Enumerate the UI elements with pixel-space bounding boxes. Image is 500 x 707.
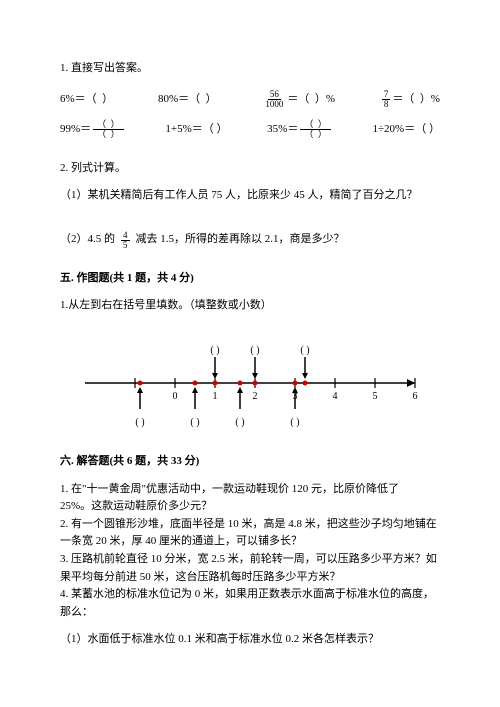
sec6-q3: 3. 压路机前轮直径 10 分米，宽 2.5 米，前轮转一周，可以压路多少平方米… [60, 551, 440, 586]
svg-text:( ): ( ) [290, 417, 299, 428]
sec6-q4: 4. 某蓄水池的标准水位记为 0 米，如果用正数表示水面高于标准水位的高度，那么… [60, 586, 440, 621]
q1r1d: 7 8 ＝（ ）% [380, 88, 440, 112]
q1-row2: 99%＝ （ ）（ ） 1+5%＝（ ） 35%＝ （ ）（ ） 1÷20%＝（… [60, 118, 440, 142]
svg-text:( ): ( ) [300, 345, 309, 356]
svg-text:2: 2 [253, 391, 258, 402]
q2-p2: （2）4.5 的 4 5 减去 1.5，所得的差再除以 2.1，商是多少？ [60, 231, 440, 250]
q1r2c: 35%＝ （ ）（ ） [267, 118, 333, 142]
q1r1b-post: ） [206, 91, 217, 109]
sec5-q: 1.从左到右在括号里填数。（填整数或小数） [60, 297, 440, 315]
svg-text:( ): ( ) [135, 417, 144, 428]
svg-text:5: 5 [373, 391, 378, 402]
sec6-heading: 六. 解答题(共 6 题，共 33 分) [60, 453, 440, 471]
svg-text:( ): ( ) [250, 345, 259, 356]
number-line-diagram: 0123456( )( )( )( )( )( )( ) [65, 323, 435, 433]
q2-p2b: 减去 1.5，所得的差再除以 2.1，商是多少？ [136, 231, 345, 249]
frac-4-5: 4 5 [121, 231, 130, 250]
q1r1d-mid: ＝（ [392, 91, 414, 109]
svg-text:6: 6 [413, 391, 418, 402]
q1-title: 1. 直接写出答案。 [60, 60, 440, 78]
q1r2a: 99%＝ （ ）（ ） [60, 118, 126, 142]
q2-p2a: （2）4.5 的 [60, 231, 115, 249]
sec6-q1b: 25%。这款运动鞋原价多少元？ [60, 498, 440, 516]
blank-frac: （ ）（ ） [93, 120, 124, 139]
q1r2d: 1÷20%＝（ ） [373, 118, 440, 142]
frac-den: 5 [121, 241, 130, 250]
q1r1b-pre: 80%＝（ [158, 91, 200, 109]
q1r2a-txt: 99%＝ [60, 121, 91, 139]
blank-frac: （ ）（ ） [300, 120, 331, 139]
frac-7-8: 7 8 [382, 90, 391, 109]
q2-title: 2. 列式计算。 [60, 160, 440, 178]
q1-row1: 6%＝（ ） 80%＝（ ） 56 1000 ＝（ ）% 7 8 ＝（ ）% [60, 88, 440, 112]
q2-p1: （1）某机关精简后有工作人员 75 人，比原来少 45 人，精简了百分之几？ [60, 187, 440, 205]
svg-text:( ): ( ) [210, 345, 219, 356]
svg-text:4: 4 [333, 391, 338, 402]
frac-56-1000: 56 1000 [263, 90, 285, 109]
q1r1c-mid: ＝（ [287, 91, 309, 109]
sec5-heading: 五. 作图题(共 1 题，共 4 分) [60, 270, 440, 288]
frac-den: 1000 [263, 100, 285, 109]
svg-text:1: 1 [213, 391, 218, 402]
sec6-q4-1: （1）水面低于标准水位 0.1 米和高于标准水位 0.2 米各怎样表示？ [60, 631, 440, 649]
frac-den: 8 [382, 100, 391, 109]
q1r2c-txt: 35%＝ [267, 121, 298, 139]
svg-text:( ): ( ) [190, 417, 199, 428]
svg-text:0: 0 [173, 391, 178, 402]
q1r1a: 6%＝（ ） [60, 88, 113, 112]
q1r1d-post: ）% [420, 91, 440, 109]
q1r1b: 80%＝（ ） [158, 88, 217, 112]
sec6-q2: 2. 有一个圆锥形沙堆，底面半径是 10 米，高是 4.8 米，把这些沙子均匀地… [60, 516, 440, 551]
svg-text:( ): ( ) [235, 417, 244, 428]
q1r2b: 1+5%＝（ ） [165, 118, 227, 142]
sec6-q1a: 1. 在"十一黄金周"优惠活动中，一款运动鞋现价 120 元，比原价降低了 [60, 481, 440, 499]
q1r1c-post: ）% [315, 91, 335, 109]
q1r1a-post: ） [102, 91, 113, 109]
q1r1a-pre: 6%＝（ [60, 91, 97, 109]
q1r1c: 56 1000 ＝（ ）% [261, 88, 335, 112]
